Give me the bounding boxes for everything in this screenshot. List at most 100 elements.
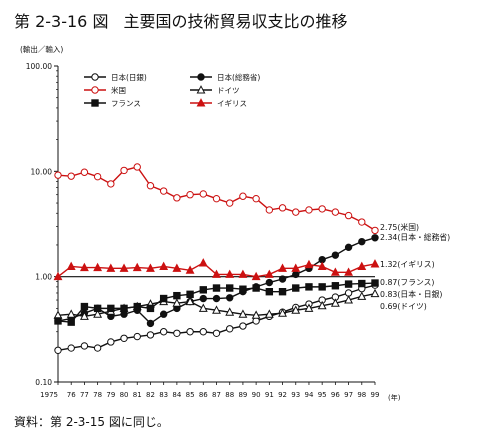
data-point	[278, 263, 287, 272]
y-tick-label: 1.00	[35, 273, 52, 282]
data-point	[80, 168, 89, 176]
figure-title: 主要国の技術貿易収支比の推移	[123, 12, 348, 31]
data-point	[212, 269, 221, 278]
x-tick-label: 96	[331, 391, 340, 399]
data-point	[292, 208, 300, 216]
data-point	[146, 263, 155, 272]
data-point	[198, 258, 208, 267]
data-point	[159, 261, 169, 270]
legend-label: ドイツ	[217, 86, 240, 95]
x-tick-label: 94	[304, 391, 313, 399]
data-point	[185, 296, 195, 306]
y-tick-label: 0.10	[35, 378, 52, 387]
legend-marker	[91, 73, 99, 81]
data-point	[344, 243, 353, 252]
data-point	[120, 334, 128, 342]
data-point	[291, 305, 301, 314]
data-point	[357, 261, 367, 270]
data-point	[132, 262, 142, 272]
data-point	[107, 304, 115, 313]
data-point	[278, 287, 287, 296]
data-point	[67, 172, 75, 180]
data-point	[212, 194, 221, 203]
data-point	[252, 284, 260, 292]
data-point	[291, 263, 301, 272]
data-point	[212, 294, 221, 303]
data-point	[146, 331, 155, 339]
legend-label: 日本(日銀)	[111, 72, 147, 82]
data-point	[278, 275, 287, 283]
data-point	[93, 172, 102, 181]
data-point	[225, 269, 235, 278]
legend-marker	[196, 98, 206, 107]
x-tick-label: 86	[199, 391, 208, 399]
data-point	[159, 294, 168, 303]
x-tick-label: 85	[186, 391, 195, 399]
data-point	[93, 262, 103, 272]
data-point	[371, 279, 379, 287]
data-point	[252, 194, 260, 203]
data-point	[93, 304, 102, 313]
series-end-label: 0.83(日本・日銀)	[380, 289, 442, 299]
data-point	[107, 338, 115, 346]
data-point	[133, 302, 141, 311]
data-point	[146, 319, 155, 328]
legend-label: イギリス	[217, 99, 247, 108]
data-point	[172, 298, 182, 307]
data-point	[331, 282, 340, 290]
y-axis-label: (輸出／輸入)	[20, 44, 63, 54]
data-point	[54, 317, 62, 325]
x-tick-label: 88	[225, 391, 234, 399]
source-note: 資料：第 2-3-15 図に同じ。	[14, 415, 169, 429]
data-point	[225, 307, 235, 316]
series-end-label: 0.69(ドイツ)	[380, 302, 427, 311]
data-point	[251, 271, 261, 281]
data-point	[79, 262, 89, 272]
x-tick-label: 83	[159, 391, 168, 399]
data-point	[226, 199, 234, 207]
data-point	[212, 329, 221, 337]
legend-marker	[196, 85, 206, 94]
legend-marker	[91, 86, 99, 94]
data-point	[93, 344, 102, 352]
data-point	[357, 291, 367, 300]
data-point	[330, 298, 340, 307]
data-point	[344, 280, 353, 288]
data-point	[292, 284, 300, 292]
data-point	[159, 187, 168, 195]
series-end-label: 2.34(日本・総務省)	[380, 232, 450, 242]
data-point	[80, 342, 89, 350]
data-point	[146, 304, 155, 313]
data-point	[133, 163, 141, 171]
data-point	[54, 171, 62, 179]
data-point	[251, 310, 261, 319]
data-point	[53, 271, 63, 281]
legend-label: 米国	[111, 85, 126, 95]
figure-number: 第 2-3-16 図	[14, 12, 109, 31]
y-tick-label: 10.00	[31, 167, 53, 176]
data-point	[318, 283, 326, 291]
data-point	[304, 259, 314, 269]
data-point	[331, 251, 340, 259]
data-point	[265, 287, 274, 296]
x-tick-label: 99	[371, 391, 380, 399]
x-tick-label: 80	[120, 391, 129, 399]
data-point	[344, 295, 354, 304]
series-end-label: 1.32(イギリス)	[380, 260, 435, 269]
data-point	[278, 204, 287, 212]
data-point	[173, 194, 181, 202]
data-point	[198, 303, 208, 312]
data-point	[120, 166, 128, 175]
x-tick-label: 82	[146, 391, 155, 399]
data-point	[186, 328, 194, 336]
data-point	[186, 191, 194, 199]
data-point	[264, 309, 274, 318]
data-point	[133, 332, 141, 341]
data-point	[226, 325, 234, 333]
data-point	[107, 180, 115, 188]
data-point	[305, 206, 313, 214]
legend-marker	[91, 99, 99, 107]
data-point	[79, 311, 89, 320]
data-point	[304, 303, 314, 312]
